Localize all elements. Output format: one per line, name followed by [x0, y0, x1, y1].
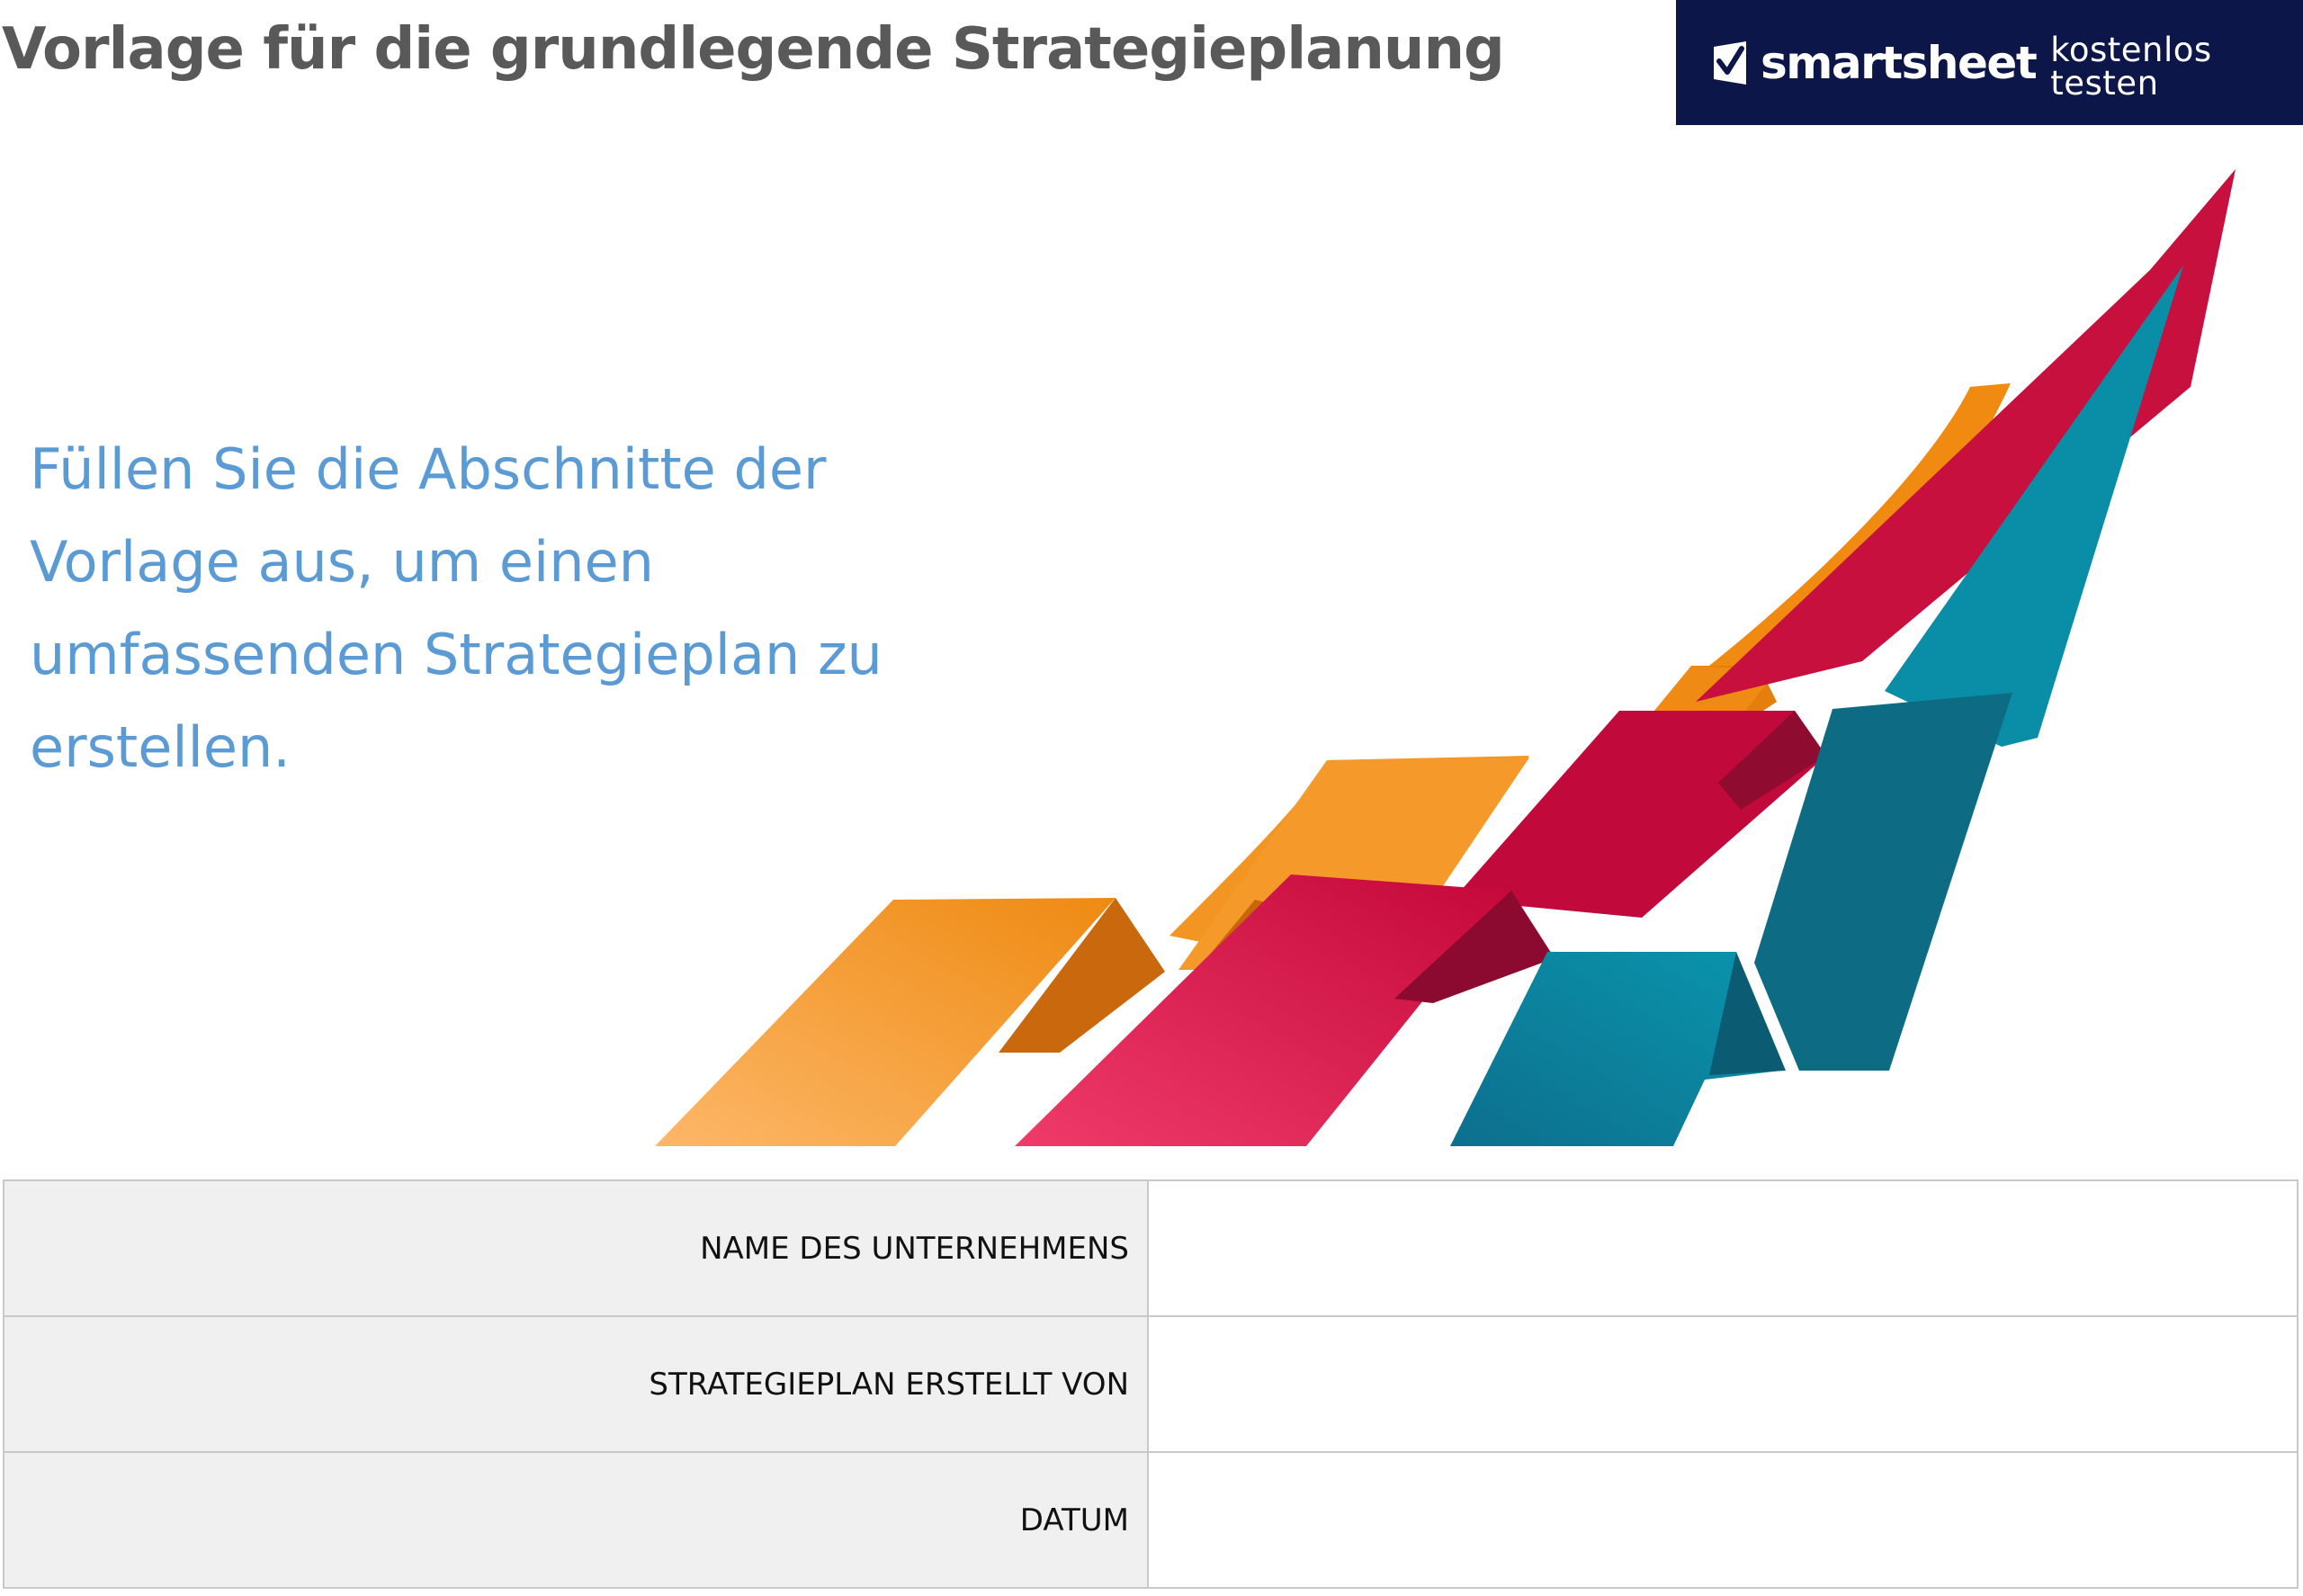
- trial-cta-text: kostenlos testen: [2050, 30, 2212, 103]
- smartsheet-logo-text: smartsheet: [1761, 36, 2038, 89]
- table-row: STRATEGIEPLAN ERSTELLT VON: [3, 1315, 2299, 1453]
- page-title: Vorlage für die grundlegende Strategiepl…: [2, 16, 1505, 83]
- plan-author-label: STRATEGIEPLAN ERSTELLT VON: [3, 1315, 1149, 1453]
- smartsheet-check-icon: [1714, 40, 1746, 85]
- plan-author-field[interactable]: [1147, 1315, 2299, 1453]
- date-label: DATUM: [3, 1451, 1149, 1589]
- intro-text: Füllen Sie die Abschnitte der Vorlage au…: [30, 436, 883, 780]
- company-name-field[interactable]: [1147, 1179, 2299, 1317]
- table-row: NAME DES UNTERNEHMENS: [3, 1179, 2299, 1317]
- date-field[interactable]: [1147, 1451, 2299, 1589]
- smartsheet-trial-banner[interactable]: smartsheet kostenlos testen: [1676, 0, 2303, 125]
- table-row: DATUM: [3, 1451, 2299, 1589]
- company-name-label: NAME DES UNTERNEHMENS: [3, 1179, 1149, 1317]
- strategy-ribbon-illustration: [655, 169, 2236, 1146]
- teal-ribbon: [1450, 265, 2183, 1146]
- company-info-table: NAME DES UNTERNEHMENS STRATEGIEPLAN ERST…: [3, 1179, 2299, 1589]
